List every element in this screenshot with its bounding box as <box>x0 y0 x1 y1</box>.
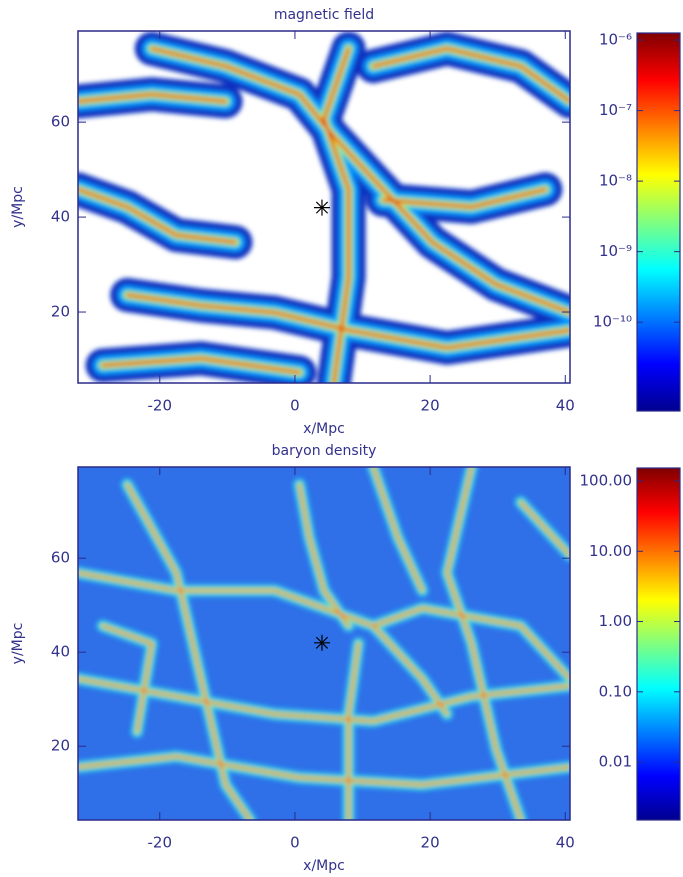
plot-frame <box>77 30 571 384</box>
filament <box>381 187 547 209</box>
filament <box>322 47 351 383</box>
filament <box>101 356 301 374</box>
colorbar-tick-label: 100.00 <box>580 471 633 489</box>
filaments <box>78 31 570 383</box>
star-stroke <box>315 636 329 649</box>
filament <box>126 483 252 820</box>
colorbar-tick-label: 10⁻⁹ <box>599 242 632 260</box>
y-tick-label: 20 <box>51 303 70 321</box>
x-tick-label: -20 <box>148 397 173 415</box>
x-tick-label: 0 <box>290 397 300 415</box>
plot-frame <box>77 466 571 821</box>
colorbar-tick-label: 10.00 <box>589 542 632 560</box>
colorbar-tick-label: 0.10 <box>599 682 632 700</box>
filament <box>78 755 570 786</box>
star-marker <box>313 634 330 651</box>
x-tick-label: 0 <box>290 834 300 852</box>
filament <box>78 187 237 244</box>
heatmap-image <box>78 31 570 383</box>
y-tick-label: 20 <box>51 737 70 755</box>
filament <box>371 47 570 103</box>
filament <box>347 642 360 820</box>
heatmap-image <box>78 467 570 820</box>
filament <box>78 571 448 716</box>
filament <box>125 293 351 332</box>
colorbar-tick-label: 10⁻⁷ <box>599 101 632 119</box>
y-tick-label: 60 <box>51 113 70 131</box>
filament <box>78 677 570 723</box>
filament <box>372 607 570 680</box>
x-axis-label: x/Mpc <box>303 421 345 437</box>
x-tick-label: 20 <box>421 834 440 852</box>
filament <box>372 467 424 592</box>
filament <box>150 47 570 315</box>
colorbar-tick-label: 10⁻⁶ <box>599 31 632 49</box>
x-tick-label: 20 <box>421 397 440 415</box>
colorbar-tick-label: 0.01 <box>599 753 632 771</box>
filament <box>347 328 570 350</box>
y-axis-label: y/Mpc <box>10 623 26 665</box>
filament <box>519 501 570 557</box>
filament <box>78 92 228 103</box>
star-marker <box>313 199 330 216</box>
colorbar-tick-label: 1.00 <box>599 612 632 630</box>
x-tick-label: -20 <box>148 834 173 852</box>
colorbar <box>636 467 681 821</box>
x-axis-label: x/Mpc <box>303 858 345 874</box>
filament <box>446 467 522 820</box>
y-axis-label: y/Mpc <box>10 186 26 228</box>
colorbar-tick-label: 10⁻¹⁰ <box>593 313 632 331</box>
y-tick-label: 40 <box>51 643 70 661</box>
x-tick-label: 40 <box>556 834 575 852</box>
y-tick-label: 40 <box>51 208 70 226</box>
panel-title: magnetic field <box>274 7 374 23</box>
filaments <box>78 467 570 820</box>
panel-title: baryon density <box>272 443 377 459</box>
star-stroke <box>315 201 329 214</box>
y-tick-label: 60 <box>51 549 70 567</box>
filament <box>101 624 153 733</box>
filament <box>298 483 350 627</box>
x-tick-label: 40 <box>556 397 575 415</box>
colorbar <box>636 32 681 412</box>
colorbar-tick-label: 10⁻⁸ <box>599 172 632 190</box>
